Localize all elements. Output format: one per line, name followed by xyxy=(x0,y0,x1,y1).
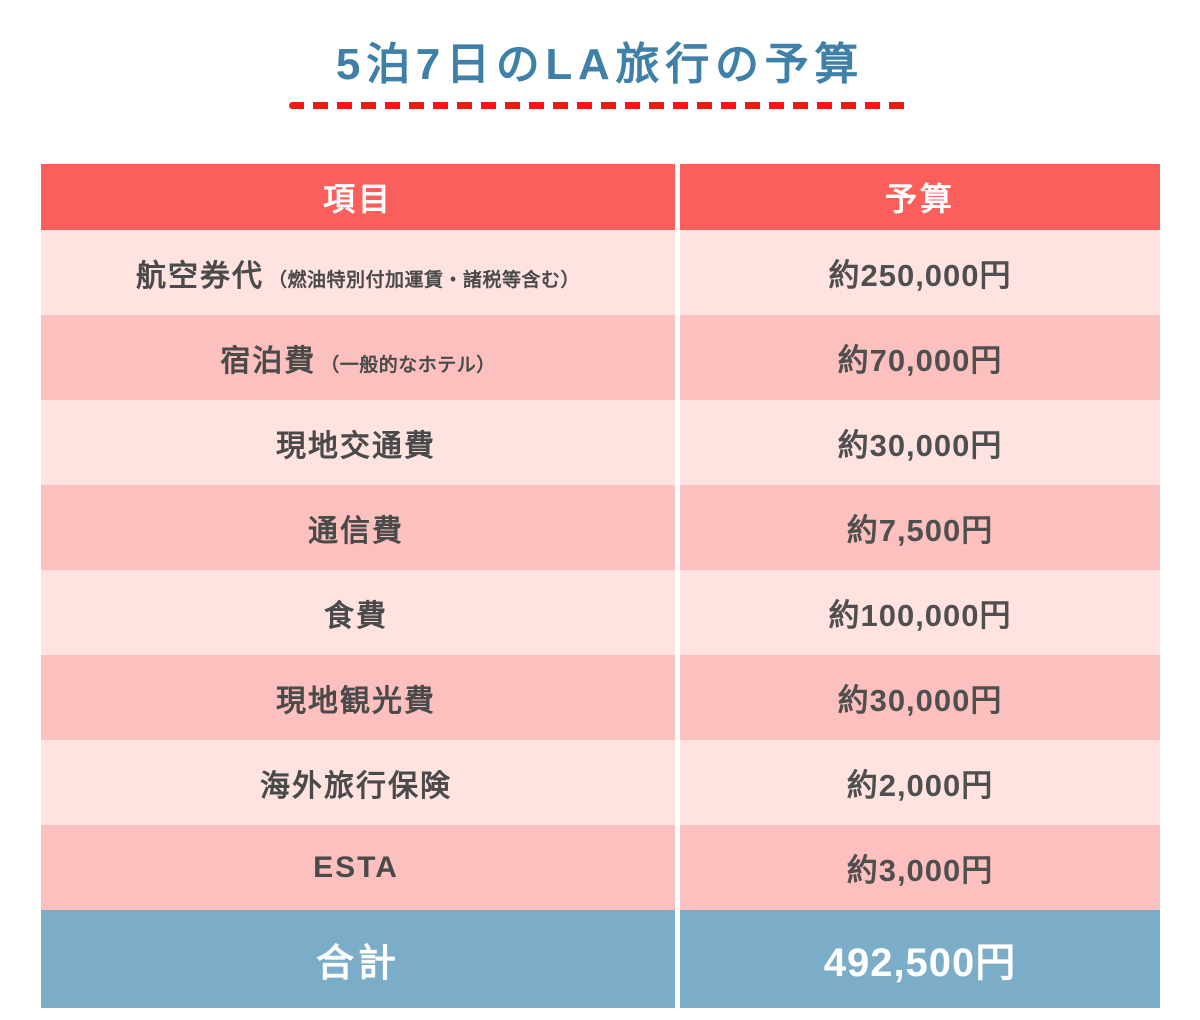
budget-cell: 約100,000円 xyxy=(680,570,1160,655)
budget-cell: 約2,000円 xyxy=(680,740,1160,825)
budget-cell: 約30,000円 xyxy=(680,655,1160,740)
budget-value: 約70,000円 xyxy=(837,343,1003,378)
item-cell: 現地交通費 xyxy=(41,400,675,485)
item-text-wrap: 海外旅行保険 xyxy=(260,761,456,805)
item-label: 現地観光費 xyxy=(276,684,436,718)
item-label: 現地交通費 xyxy=(276,429,436,463)
budget-cell: 約7,500円 xyxy=(680,485,1160,570)
title-dashed-underline xyxy=(289,102,911,109)
budget-cell: 約250,000円 xyxy=(680,230,1160,315)
budget-value: 約30,000円 xyxy=(837,683,1003,718)
item-text-wrap: 航空券代 （燃油特別付加運賃・諸税等含む） xyxy=(136,251,580,295)
total-value: 492,500円 xyxy=(823,941,1017,985)
item-note: （燃油特別付加運賃・諸税等含む） xyxy=(267,269,580,291)
budget-value: 約100,000円 xyxy=(828,598,1012,633)
item-cell: 航空券代 （燃油特別付加運賃・諸税等含む） xyxy=(41,230,675,315)
item-cell: 海外旅行保険 xyxy=(41,740,675,825)
budget-value: 約3,000円 xyxy=(846,853,994,888)
budget-value: 約2,000円 xyxy=(846,768,994,803)
item-text-wrap: 通信費 xyxy=(308,506,408,550)
item-text-wrap: 現地観光費 xyxy=(276,676,440,720)
total-label: 合計 xyxy=(315,942,400,985)
budget-cell: 約70,000円 xyxy=(680,315,1160,400)
budget-cell: 約30,000円 xyxy=(680,400,1160,485)
total-row-value-cell: 492,500円 xyxy=(680,910,1160,1008)
item-cell: 現地観光費 xyxy=(41,655,675,740)
item-note: （一般的なホテル） xyxy=(320,354,496,376)
item-text-wrap: 現地交通費 xyxy=(276,421,440,465)
item-label: 通信費 xyxy=(308,514,404,548)
item-cell: ESTA xyxy=(41,825,675,910)
item-label: 食費 xyxy=(324,599,388,633)
total-row-label-cell: 合計 xyxy=(41,910,675,1008)
item-cell: 食費 xyxy=(41,570,675,655)
budget-value: 約30,000円 xyxy=(837,428,1003,463)
budget-cell: 約3,000円 xyxy=(680,825,1160,910)
item-cell: 通信費 xyxy=(41,485,675,570)
page-title: 5泊7日のLA旅行の予算 xyxy=(335,40,865,89)
page: 5泊7日のLA旅行の予算 項目 予算 航空券代 （燃油特別付加運賃・諸税等含む）… xyxy=(0,28,1200,1020)
item-text-wrap: ESTA xyxy=(313,851,403,885)
item-label: 航空券代 xyxy=(135,259,264,293)
column-header-item: 項目 xyxy=(41,164,675,230)
budget-value: 約7,500円 xyxy=(846,513,994,548)
item-text-wrap: 宿泊費 （一般的なホテル） xyxy=(220,336,496,380)
item-cell: 宿泊費 （一般的なホテル） xyxy=(41,315,675,400)
item-label: 宿泊費 xyxy=(220,344,317,378)
budget-table: 項目 予算 航空券代 （燃油特別付加運賃・諸税等含む） 約250,000円 宿泊… xyxy=(41,164,1160,1008)
item-label: ESTA xyxy=(313,850,399,884)
budget-value: 約250,000円 xyxy=(828,258,1012,293)
item-label: 海外旅行保険 xyxy=(260,769,452,803)
column-header-budget: 予算 xyxy=(680,164,1160,230)
item-text-wrap: 食費 xyxy=(324,591,392,635)
